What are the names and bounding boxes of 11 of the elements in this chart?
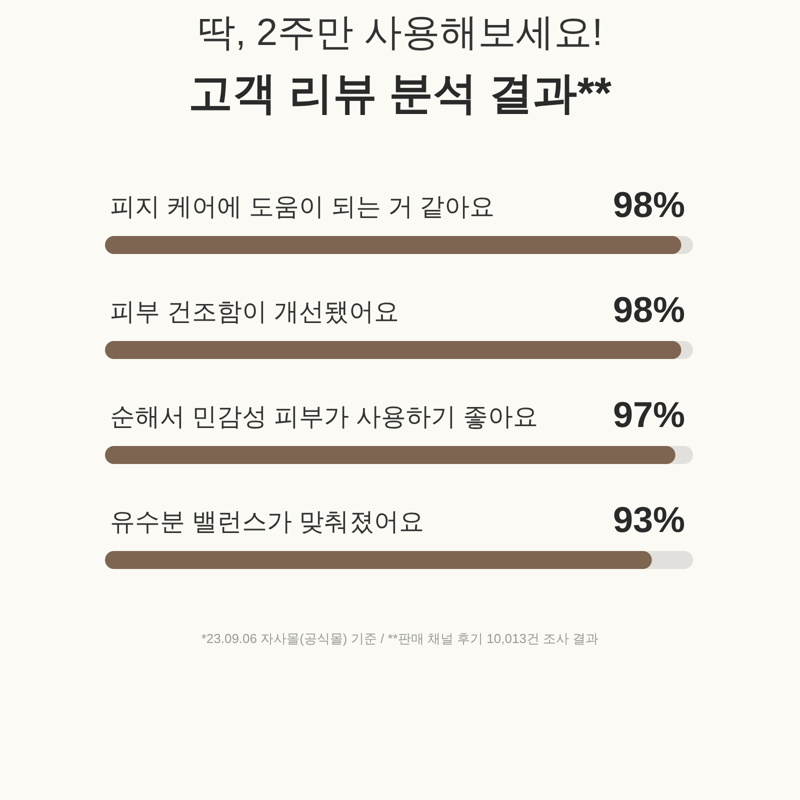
data-label: 93% (612, 499, 685, 540)
chart-subtitle: 딱, 2주만 사용해보세요! (197, 12, 603, 54)
y-tick-label: 유수분 밸런스가 맞춰졌어요 (110, 508, 424, 536)
data-label: 97% (612, 394, 685, 435)
chart-title: 고객 리뷰 분석 결과** (188, 69, 612, 118)
text: *23.09.06 자사몰(공식몰) 기준 / **판매 채널 후기 10,013건 조사 결과 (201, 631, 599, 646)
data-label: 98% (612, 289, 685, 330)
y-tick-label: 피부 건조함이 개선됐어요 (110, 298, 399, 326)
y-tick-label: 순해서 민감성 피부가 사용하기 좋아요 (110, 403, 538, 431)
data-label: 98% (612, 184, 685, 225)
y-tick-label: 피지 케어에 도움이 되는 거 같아요 (110, 193, 495, 221)
